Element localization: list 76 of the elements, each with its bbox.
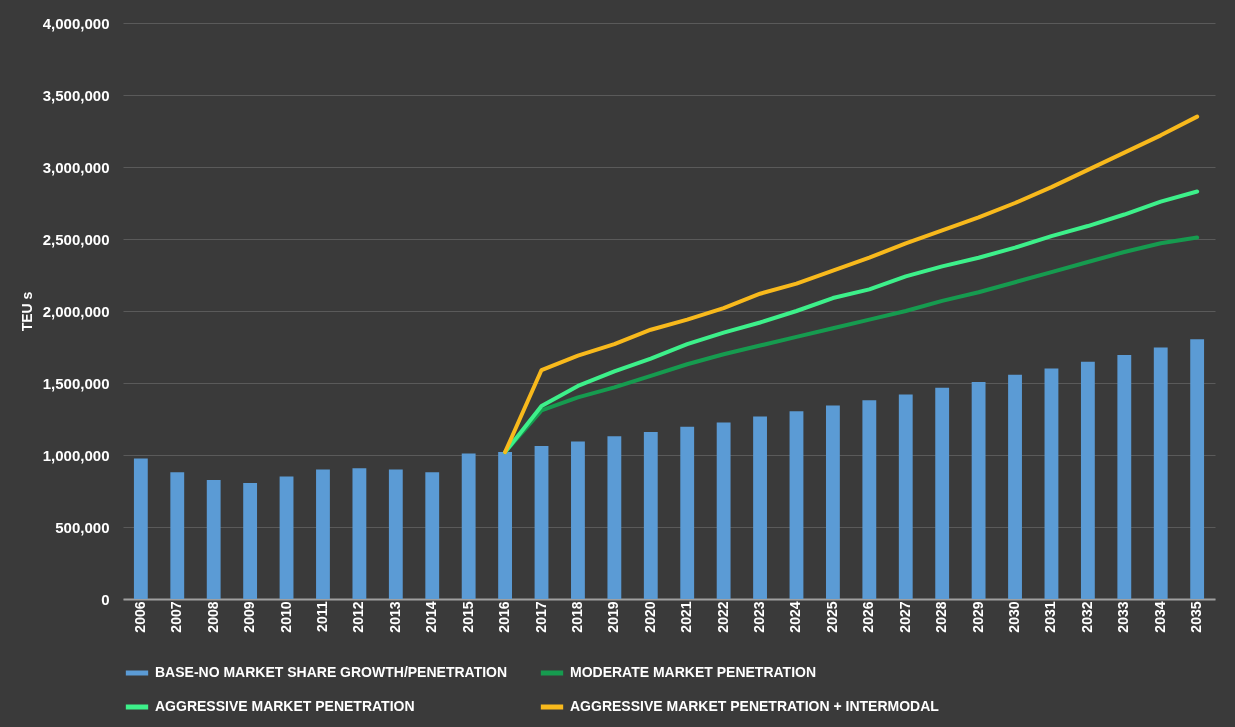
x-tick-label: 2019 (605, 601, 622, 633)
x-tick-label: 2029 (969, 601, 986, 633)
legend-label: BASE-NO MARKET SHARE GROWTH/PENETRATION (155, 664, 508, 680)
x-tick-label: 2031 (1042, 601, 1059, 633)
bar (607, 436, 622, 599)
bar (279, 476, 294, 599)
x-tick-label: 2028 (933, 601, 950, 633)
bar (316, 469, 330, 599)
x-tick-label: 2030 (1006, 601, 1023, 633)
x-tick-label: 2033 (1115, 601, 1132, 633)
bar (498, 452, 513, 599)
bar (461, 453, 476, 599)
x-tick-label: 2016 (496, 601, 513, 633)
bar (789, 411, 804, 599)
legend-label: AGGRESSIVE MARKET PENETRATION + INTERMODAL (570, 698, 940, 714)
bar (571, 441, 585, 599)
x-tick-label: 2025 (823, 601, 840, 633)
x-tick-label: 2008 (204, 601, 221, 633)
x-tick-label: 2018 (568, 601, 585, 633)
y-tick-label: 2,000,000 (42, 302, 110, 320)
bar (133, 458, 148, 599)
line-series (503, 114, 1200, 455)
bar (680, 426, 695, 599)
x-tick-label: 2006 (131, 601, 148, 633)
x-tick-label: 2007 (168, 601, 185, 633)
bar (206, 479, 221, 599)
x-tick-label: 2010 (277, 601, 294, 633)
x-tick-label: 2011 (313, 601, 330, 632)
bar (534, 445, 549, 599)
y-tick-label: 4,000,000 (42, 14, 110, 32)
x-tick-label: 2023 (751, 601, 768, 633)
x-tick-label: 2009 (241, 601, 258, 633)
bar (425, 472, 440, 599)
bar (1044, 368, 1059, 599)
legend-label: MODERATE MARKET PENETRATION (570, 664, 817, 680)
x-tick-label: 2017 (532, 601, 549, 633)
x-tick-label: 2015 (459, 601, 476, 633)
x-tick-label: 2013 (386, 601, 403, 633)
bar (898, 394, 913, 599)
bar (825, 405, 840, 599)
line-series (503, 235, 1200, 455)
y-tick-label: 3,000,000 (42, 158, 110, 176)
bar (1153, 347, 1168, 599)
x-tick-label: 2014 (423, 601, 440, 633)
y-tick-label: 1,000,000 (42, 446, 110, 464)
bar (1117, 354, 1132, 599)
x-tick-label: 2024 (787, 601, 804, 633)
y-tick-label: 2,500,000 (42, 230, 110, 248)
bar (352, 468, 367, 599)
x-tick-label: 2035 (1188, 601, 1205, 633)
legend-label: AGGRESSIVE MARKET PENETRATION (155, 698, 415, 714)
y-tick-label: 1,500,000 (42, 374, 110, 392)
y-tick-label: 500,000 (55, 518, 110, 536)
bar (1190, 339, 1205, 599)
y-tick-label: 3,500,000 (42, 86, 110, 104)
x-tick-label: 2034 (1151, 601, 1168, 633)
y-axis-title: TEU s (18, 291, 35, 332)
y-tick-label: 0 (101, 590, 110, 608)
bar (1080, 361, 1095, 599)
x-tick-label: 2032 (1078, 601, 1095, 633)
x-tick-label: 2026 (860, 601, 877, 633)
bar (716, 422, 731, 599)
bar (1008, 374, 1022, 599)
bar (971, 381, 986, 599)
x-tick-label: 2021 (678, 601, 695, 633)
bar (935, 387, 950, 599)
bar (753, 416, 767, 599)
bar (388, 469, 403, 599)
bar (862, 400, 877, 599)
x-tick-label: 2020 (641, 601, 658, 633)
x-tick-label: 2012 (350, 601, 367, 633)
x-tick-label: 2022 (714, 601, 731, 633)
bar (170, 472, 185, 599)
bar (243, 483, 258, 599)
bar (643, 431, 658, 599)
x-tick-label: 2027 (896, 601, 913, 633)
